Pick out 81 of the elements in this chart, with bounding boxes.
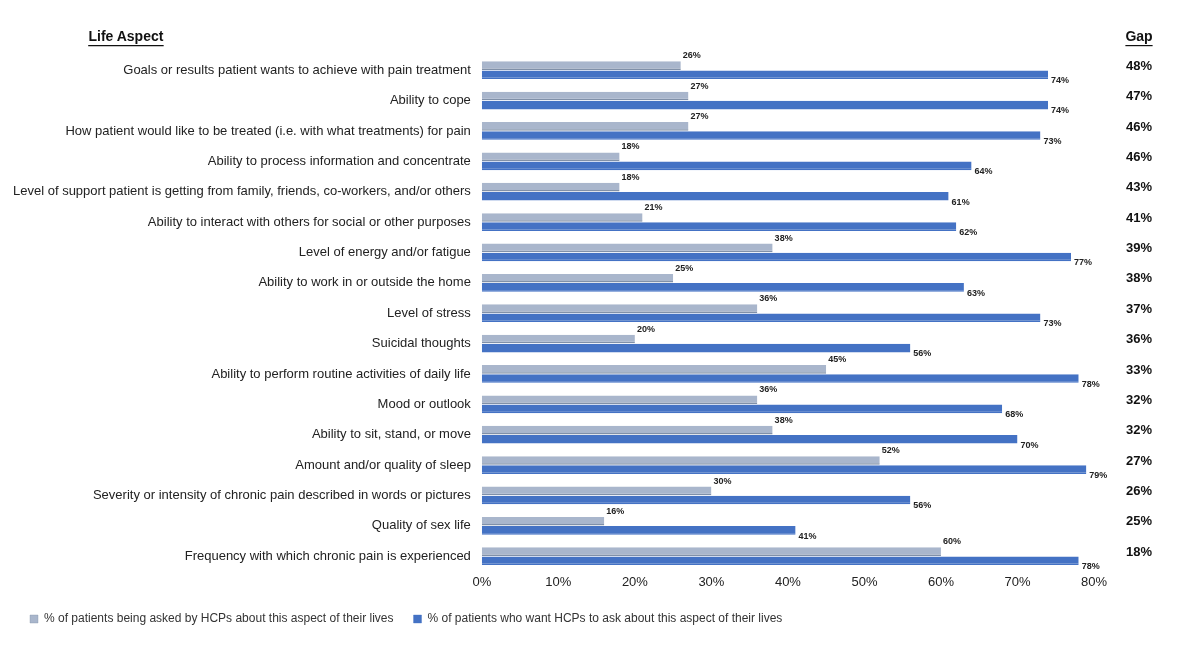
text: 32% — [1125, 422, 1153, 438]
data-label: 79% — [1089, 469, 1108, 480]
text: 33% — [1125, 361, 1153, 377]
y-axis-title: Life Aspect — [88, 27, 164, 44]
data-label: 78% — [1081, 378, 1100, 389]
data-label: 68% — [1005, 409, 1024, 420]
data-label: 36% — [759, 384, 778, 395]
text: 47% — [1125, 88, 1153, 104]
data-label: 20% — [636, 323, 655, 334]
y-tick-label: Mood or outlook — [377, 395, 472, 411]
x-tick-label: 30% — [698, 573, 725, 589]
data-label: 18% — [621, 141, 640, 152]
text: 25% — [1125, 513, 1153, 529]
data-label: 38% — [774, 232, 793, 243]
data-label: 73% — [1043, 318, 1062, 329]
y-tick-label: Amount and/or quality of sleep — [295, 456, 471, 472]
data-label: 41% — [798, 530, 817, 541]
y-tick-label: Frequency with which chronic pain is experienced — [184, 547, 471, 563]
y-tick-label: Ability to process information and concentrate — [207, 152, 471, 168]
data-label: 52% — [881, 445, 900, 456]
data-label: 64% — [974, 166, 993, 177]
data-label: 73% — [1043, 135, 1062, 146]
text: 36% — [1125, 331, 1153, 347]
y-tick-label: Goals or results patient wants to achieve with pain treatment — [123, 61, 472, 77]
data-label: 38% — [774, 414, 793, 425]
x-tick-label: 50% — [851, 573, 878, 589]
y-tick-label: Ability to sit, stand, or move — [311, 426, 471, 442]
x-tick-label: 70% — [1004, 573, 1031, 589]
data-label: 26% — [682, 50, 701, 61]
y-tick-label: Ability to interact with others for social or other purposes — [147, 213, 472, 229]
data-label: 77% — [1074, 257, 1093, 268]
y-tick-label: Ability to cope — [389, 92, 471, 108]
data-label: 63% — [966, 287, 985, 298]
text: 18% — [1125, 543, 1153, 559]
data-label: 21% — [644, 202, 663, 213]
y-tick-label: Ability to work in or outside the home — [258, 274, 471, 290]
data-label: 18% — [621, 171, 640, 182]
x-tick-label: 80% — [1080, 573, 1108, 589]
text: 37% — [1125, 300, 1153, 316]
data-label: 45% — [828, 354, 847, 365]
text: 38% — [1125, 270, 1153, 286]
data-label: 25% — [675, 262, 694, 273]
data-label: 36% — [759, 293, 778, 304]
data-label: 27% — [690, 111, 709, 122]
data-label: 30% — [713, 475, 732, 486]
y-tick-label: Level of energy and/or fatigue — [298, 244, 471, 260]
x-tick-label: 0% — [472, 573, 492, 589]
y-tick-label: Suicidal thoughts — [371, 335, 472, 351]
y-tick-label: Level of support patient is getting from family, friends, co-workers, and/or others — [13, 183, 472, 199]
data-label: 78% — [1081, 561, 1100, 572]
text: 46% — [1125, 148, 1153, 164]
text: Gap — [1125, 27, 1153, 44]
text: 32% — [1125, 391, 1153, 407]
text: 39% — [1125, 240, 1153, 256]
y-tick-label: How patient would like to be treated (i.e. with what treatments) for pain — [65, 122, 471, 138]
x-tick-label: 20% — [621, 573, 649, 589]
data-label: 60% — [942, 536, 961, 547]
y-tick-label: Severity or intensity of chronic pain described in words or pictures — [92, 487, 472, 503]
x-tick-label: 60% — [927, 573, 955, 589]
y-tick-label: Ability to perform routine activities of daily life — [211, 365, 471, 381]
data-label: 27% — [690, 80, 709, 91]
legend-label: % of patients being asked by HCPs about this aspect of their lives — [44, 611, 394, 626]
data-label: 56% — [913, 500, 932, 511]
data-label: 16% — [606, 505, 625, 516]
data-label: 61% — [951, 196, 970, 207]
text: 48% — [1125, 57, 1153, 73]
x-tick-label: 40% — [774, 573, 802, 589]
data-label: 56% — [913, 348, 932, 359]
data-label: 70% — [1020, 439, 1039, 450]
data-label: 74% — [1051, 75, 1070, 86]
x-tick-label: 10% — [545, 573, 572, 589]
text: 46% — [1125, 118, 1153, 134]
data-label: 74% — [1051, 105, 1070, 116]
text: 27% — [1125, 452, 1153, 468]
data-label: 62% — [959, 226, 978, 237]
text: 43% — [1125, 179, 1153, 195]
text: 41% — [1125, 209, 1153, 225]
y-tick-label: Quality of sex life — [371, 517, 471, 533]
text: 26% — [1125, 483, 1153, 499]
y-tick-label: Level of stress — [387, 304, 472, 320]
legend-label: % of patients who want HCPs to ask about this aspect of their lives — [427, 611, 783, 626]
